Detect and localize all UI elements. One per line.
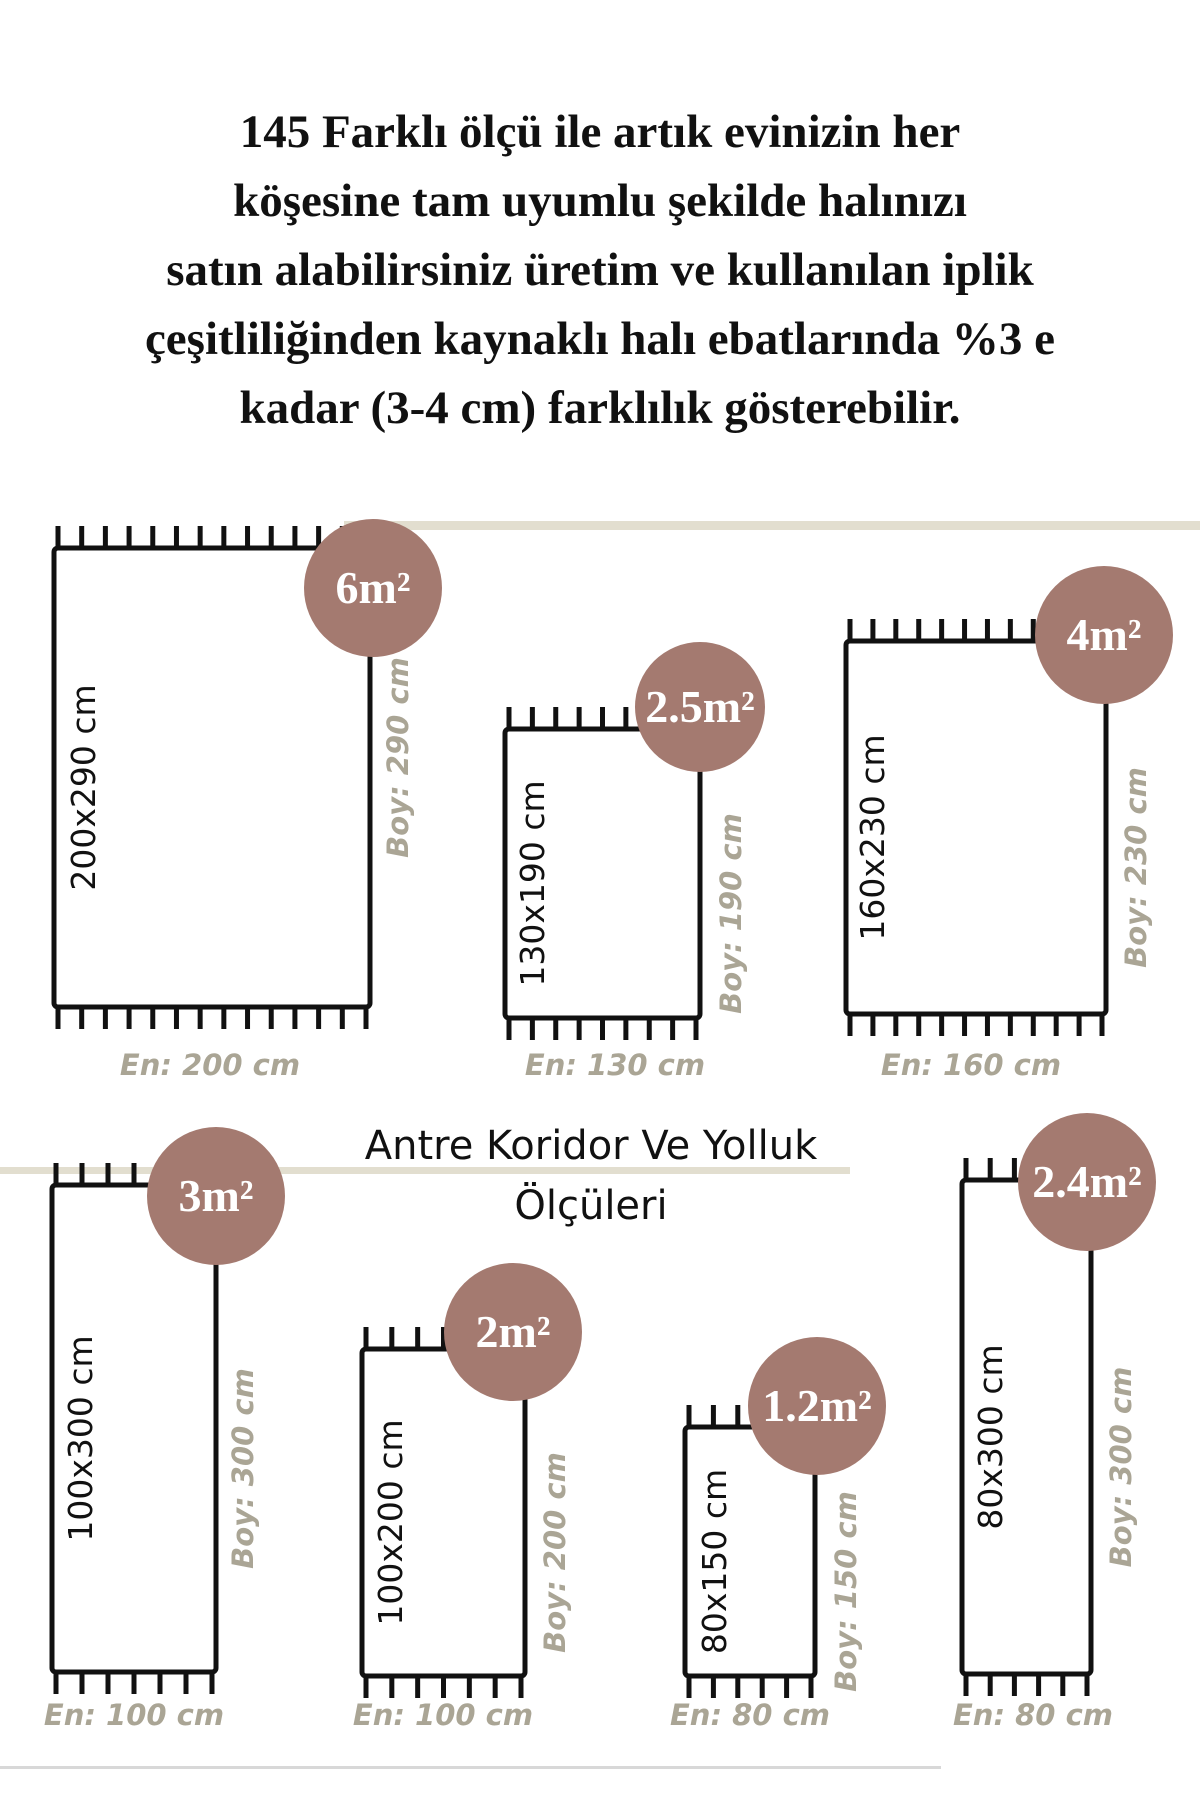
rug-size-label: 130x190 cm xyxy=(513,780,552,986)
intro-line: çeşitliliğinden kaynaklı halı ebatlarınd… xyxy=(144,313,1056,365)
length-label: Boy: 300 cm xyxy=(1104,1367,1138,1568)
area-badge-text: 2m² xyxy=(475,1306,550,1357)
area-badge xyxy=(147,1127,285,1265)
rug-size-label: 100x300 cm xyxy=(61,1335,100,1541)
divider-bottom xyxy=(0,1766,941,1769)
section-subheading: Ölçüleri xyxy=(514,1181,667,1229)
rug-item: 100x300 cm Boy: 300 cm En: 100 cm 3m² xyxy=(44,1127,285,1732)
intro-line: 145 Farklı ölçü ile artık evinizin her xyxy=(239,106,961,158)
area-badge xyxy=(748,1337,886,1475)
rug-item: 100x200 cm Boy: 200 cm En: 100 cm 2m² xyxy=(353,1263,582,1732)
area-badge xyxy=(635,642,765,772)
section-heading: Antre Koridor Ve Yolluk xyxy=(365,1123,818,1169)
intro-line: satın alabilirsiniz üretim ve kullanılan… xyxy=(166,244,1034,296)
width-label: En: 100 cm xyxy=(44,1698,224,1732)
accent-line-top xyxy=(344,521,1200,530)
length-label: Boy: 190 cm xyxy=(714,813,748,1014)
area-badge xyxy=(1018,1113,1156,1251)
area-badge-text: 3m² xyxy=(178,1170,253,1221)
length-label: Boy: 300 cm xyxy=(226,1368,260,1569)
area-badge-text: 1.2m² xyxy=(762,1380,872,1431)
length-label: Boy: 290 cm xyxy=(381,657,415,858)
width-label: En: 80 cm xyxy=(670,1698,830,1732)
width-label: En: 80 cm xyxy=(953,1698,1113,1732)
rug-item: 130x190 cm Boy: 190 cm En: 130 cm 2.5m² xyxy=(502,642,765,1082)
length-label: Boy: 150 cm xyxy=(829,1491,863,1692)
intro-line: kadar (3-4 cm) farklılık gösterebilir. xyxy=(239,382,961,434)
area-badge-text: 2.5m² xyxy=(645,681,755,732)
intro-line: köşesine tam uyumlu şekilde halınızı xyxy=(233,175,967,227)
intro-text: 145 Farklı ölçü ile artık evinizin her k… xyxy=(0,98,1200,443)
area-badge-text: 2.4m² xyxy=(1032,1156,1142,1207)
rug-item: 200x290 cm Boy: 290 cm En: 200 cm 6m² xyxy=(51,519,442,1082)
rug-outline xyxy=(682,1424,818,1679)
width-label: En: 100 cm xyxy=(353,1698,533,1732)
length-label: Boy: 230 cm xyxy=(1119,767,1153,968)
rug-size-label: 200x290 cm xyxy=(64,684,103,890)
rug-size-label: 80x300 cm xyxy=(971,1344,1010,1529)
length-label: Boy: 200 cm xyxy=(538,1452,572,1653)
rug-item: 80x300 cm Boy: 300 cm En: 80 cm 2.4m² xyxy=(953,1113,1156,1732)
area-badge-text: 4m² xyxy=(1066,609,1141,660)
width-label: En: 200 cm xyxy=(120,1048,300,1082)
rug-size-label: 100x200 cm xyxy=(371,1419,410,1625)
rug-size-label: 80x150 cm xyxy=(695,1469,734,1654)
rug-outline xyxy=(843,638,1109,1017)
width-label: En: 130 cm xyxy=(525,1048,705,1082)
rug-size-label: 160x230 cm xyxy=(853,734,892,940)
accent-line-middle xyxy=(0,1167,850,1174)
rug-outline xyxy=(51,545,373,1010)
area-badge xyxy=(304,519,442,657)
rug-item: 160x230 cm Boy: 230 cm En: 160 cm 4m² xyxy=(843,566,1173,1082)
width-label: En: 160 cm xyxy=(881,1048,1061,1082)
area-badge xyxy=(444,1263,582,1401)
area-badge xyxy=(1035,566,1173,704)
area-badge-text: 6m² xyxy=(335,562,410,613)
rug-item: 80x150 cm Boy: 150 cm En: 80 cm 1.2m² xyxy=(670,1337,886,1732)
